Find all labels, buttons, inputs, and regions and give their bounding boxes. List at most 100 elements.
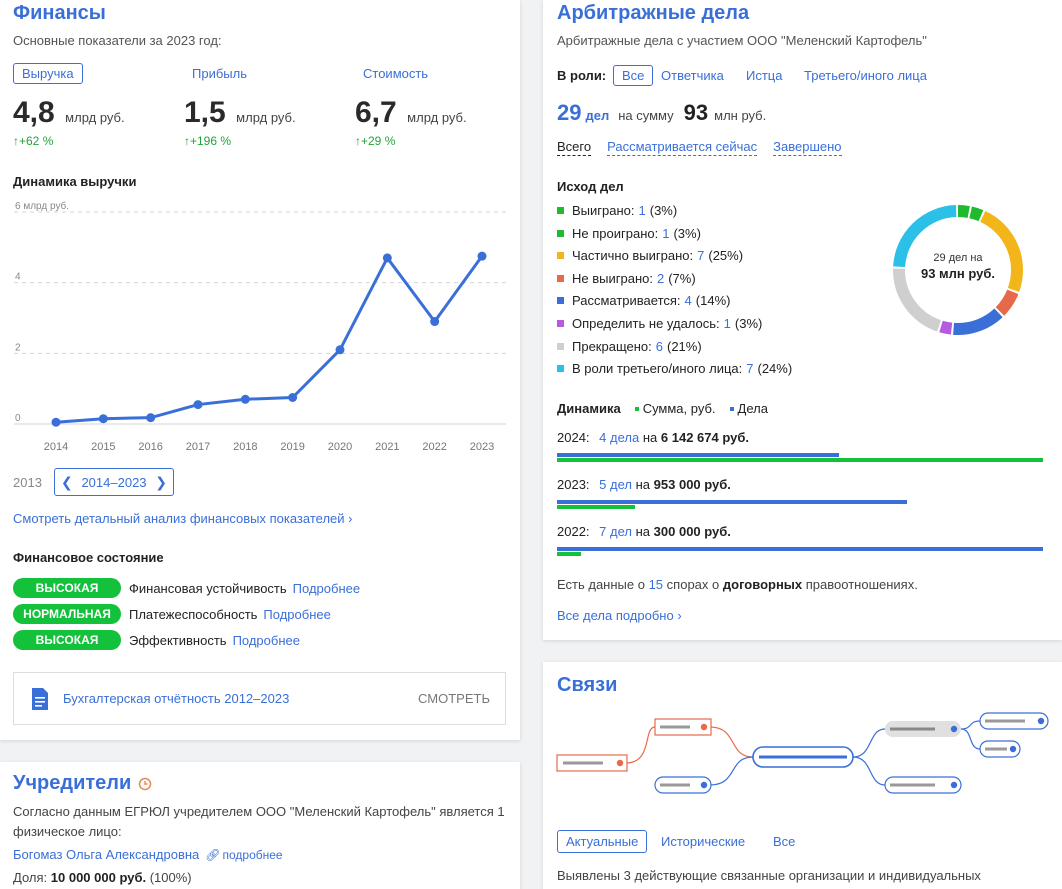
state-more-link[interactable]: Подробнее xyxy=(292,580,361,596)
data-point xyxy=(240,394,250,404)
cases-bar xyxy=(557,453,839,457)
chevron-left-icon[interactable]: ❮ xyxy=(61,473,73,490)
graph-node[interactable] xyxy=(979,740,1021,758)
role-label: В роли: xyxy=(557,68,607,83)
report-link[interactable]: Бухгалтерская отчётность 2012–2023 xyxy=(63,691,290,706)
graph-node[interactable] xyxy=(979,712,1049,730)
case-sum-unit: млн руб. xyxy=(714,108,767,123)
graph-edge xyxy=(852,728,886,758)
document-icon xyxy=(32,687,48,710)
year-cases-link[interactable]: 5 дел xyxy=(599,477,632,492)
outcome-swatch xyxy=(557,274,564,282)
filter-pending[interactable]: Рассматривается сейчас xyxy=(607,139,758,156)
case-count: 29 xyxy=(557,100,582,125)
note-count[interactable]: 15 xyxy=(648,577,664,592)
finance-title: Финансы xyxy=(13,2,106,24)
outcome-pct: (3%) xyxy=(734,316,763,331)
year-on: на xyxy=(642,430,658,445)
graph-node[interactable] xyxy=(654,718,712,736)
outcome-label: Определить не удалось: xyxy=(572,316,720,331)
year-amount: 953 000 руб. xyxy=(653,477,731,492)
graph-node[interactable] xyxy=(654,776,712,794)
outcome-count-link[interactable]: 1 xyxy=(723,316,731,331)
outcome-pct: (3%) xyxy=(649,203,678,218)
role-third-party[interactable]: Третьего/иного лица xyxy=(804,68,927,83)
outcome-label: Рассматривается: xyxy=(572,293,681,309)
report-box[interactable]: Бухгалтерская отчётность 2012–2023 СМОТР… xyxy=(13,672,506,725)
founders-card: Учредители Согласно данным ЕГРЮЛ учредит… xyxy=(0,762,520,889)
range-selector[interactable]: ❮ 2014–2023 ❯ xyxy=(54,468,174,496)
filter-all[interactable]: Всего xyxy=(557,139,592,156)
links-tab-current[interactable]: Актуальные xyxy=(557,830,648,853)
metric-value: 6,7 xyxy=(355,96,397,129)
outcome-donut xyxy=(893,205,1023,335)
graph-node[interactable] xyxy=(556,754,628,772)
links-text: Выявлены 3 действующие связанные организ… xyxy=(557,868,981,883)
status-badge: ВЫСОКАЯ xyxy=(13,578,121,598)
data-point xyxy=(193,400,203,410)
year-label: 2024: xyxy=(557,430,590,445)
outcome-count-link[interactable]: 2 xyxy=(656,270,665,286)
outcome-swatch xyxy=(557,297,564,305)
outcome-swatch xyxy=(557,207,564,214)
metric-unit: млрд руб. xyxy=(65,110,125,125)
state-more-link[interactable]: Подробнее xyxy=(232,632,300,648)
report-view-button[interactable]: СМОТРЕТЬ xyxy=(418,691,490,706)
legend-sum-swatch xyxy=(634,406,639,411)
outcome-swatch xyxy=(557,252,564,260)
note-pre: Есть данные о xyxy=(557,577,645,592)
outcome-count-link[interactable]: 1 xyxy=(662,225,670,241)
year-cases-link[interactable]: 4 дела xyxy=(599,430,640,445)
role-all[interactable]: Все xyxy=(613,65,654,86)
clock-icon[interactable] xyxy=(138,777,152,791)
founders-text: Согласно данным ЕГРЮЛ учредителем ООО "М… xyxy=(13,804,505,839)
outcome-row: Определить не удалось: 1 (3%) xyxy=(557,316,762,331)
chevron-right-icon[interactable]: ❯ xyxy=(155,473,167,490)
detail-analysis-link[interactable]: Смотреть детальный анализ финансовых пок… xyxy=(13,511,353,526)
year-cases-link[interactable]: 7 дел xyxy=(599,524,632,539)
tab-value[interactable]: Стоимость xyxy=(363,66,429,81)
tab-revenue[interactable]: Выручка xyxy=(13,63,83,84)
donut-line2: 93 млн руб. xyxy=(920,266,996,281)
case-filters: Всего Рассматривается сейчас Завершено xyxy=(557,139,842,156)
outcome-count-link[interactable]: 6 xyxy=(655,338,663,354)
y-tick-label: 2 xyxy=(15,342,21,353)
founder-name-link[interactable]: Богомаз Ольга Александровна xyxy=(13,847,200,862)
role-plaintiff[interactable]: Истца xyxy=(746,68,783,83)
outcome-count-link[interactable]: 7 xyxy=(697,248,705,264)
note-mid: спорах о xyxy=(666,577,720,592)
year-on: на xyxy=(635,477,651,492)
outcome-count-link[interactable]: 4 xyxy=(684,293,692,309)
filter-finished[interactable]: Завершено xyxy=(773,139,842,156)
graph-node[interactable] xyxy=(884,776,962,794)
founder-more-link[interactable]: подробнее xyxy=(222,847,283,862)
graph-node-main[interactable] xyxy=(752,746,854,768)
data-point xyxy=(98,414,108,424)
outcome-row: В роли третьего/иного лица: 7 (24%) xyxy=(557,361,792,376)
case-count-unit: дел xyxy=(585,108,610,123)
links-tab-historical[interactable]: Исторические xyxy=(661,834,746,849)
share-label: Доля: xyxy=(13,870,48,885)
outcome-pct: (14%) xyxy=(695,293,731,309)
graph-node[interactable] xyxy=(885,721,961,737)
state-more-link[interactable]: Подробнее xyxy=(263,606,331,622)
tab-profit[interactable]: Прибыль xyxy=(192,66,247,81)
outcome-count-link[interactable]: 7 xyxy=(746,361,754,377)
year-2013-label[interactable]: 2013 xyxy=(13,475,42,490)
links-graph[interactable] xyxy=(543,712,1053,822)
year-label: 2022: xyxy=(557,524,590,539)
role-defendant[interactable]: Ответчика xyxy=(661,68,724,83)
outcome-row: Частично выиграно: 7 (25%) xyxy=(557,248,743,263)
share-pct: (100%) xyxy=(149,870,192,885)
finance-subtitle: Основные показатели за 2023 год: xyxy=(13,33,222,48)
all-cases-link[interactable]: Все дела подробно › xyxy=(557,608,682,623)
year-on: на xyxy=(635,524,651,539)
links-tab-all[interactable]: Все xyxy=(773,834,796,849)
sum-bar xyxy=(557,505,635,509)
outcome-count-link[interactable]: 1 xyxy=(638,203,646,218)
legend-sum: Сумма, руб. xyxy=(642,401,716,416)
donut-slice xyxy=(893,205,1023,335)
x-tick-label: 2022 xyxy=(422,441,446,453)
range-label: 2014–2023 xyxy=(81,474,147,490)
outcome-pct: (25%) xyxy=(708,248,744,264)
